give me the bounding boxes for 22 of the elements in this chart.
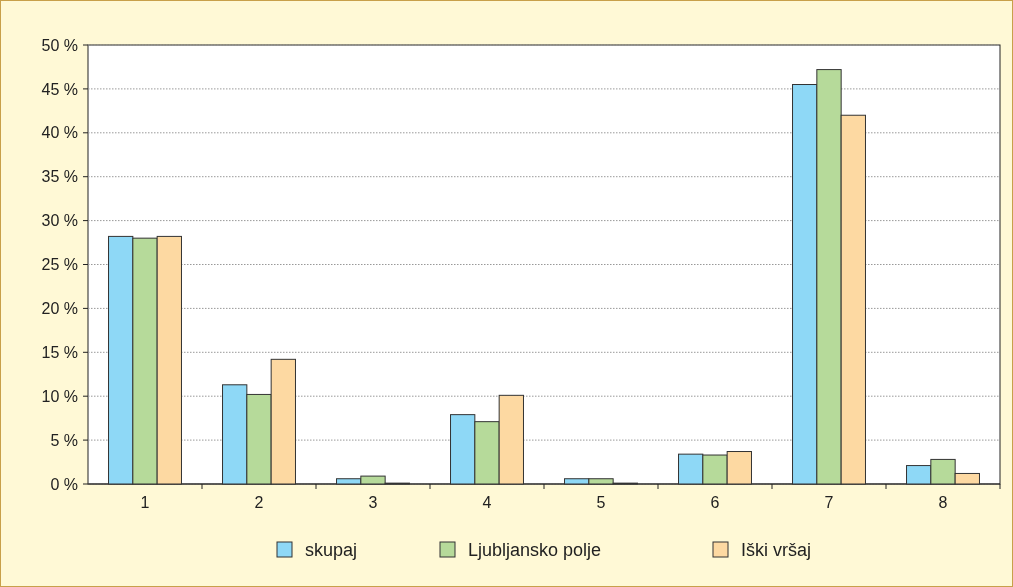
x-tick-label: 6 bbox=[710, 494, 720, 511]
y-tick-label: 10 % bbox=[41, 387, 78, 405]
x-tick-label: 3 bbox=[368, 494, 378, 511]
legend-label: skupaj bbox=[305, 540, 358, 561]
x-tick-label: 2 bbox=[254, 494, 264, 511]
y-tick-label: 0 % bbox=[50, 475, 78, 493]
y-tick-label: 35 % bbox=[41, 168, 78, 186]
x-tick-label: 5 bbox=[596, 494, 606, 511]
legend-label: Ljubljansko polje bbox=[468, 540, 602, 561]
y-tick-label: 45 % bbox=[41, 80, 78, 98]
x-tick-label: 8 bbox=[938, 494, 948, 511]
y-tick-label: 30 % bbox=[41, 212, 78, 230]
legend-label: Iški vršaj bbox=[741, 540, 812, 561]
x-tick-label: 1 bbox=[140, 494, 150, 511]
y-tick-label: 5 % bbox=[50, 431, 78, 449]
y-tick-label: 50 % bbox=[41, 36, 78, 54]
y-tick-label: 20 % bbox=[41, 300, 78, 317]
y-tick-label: 40 % bbox=[41, 124, 78, 142]
x-tick-label: 4 bbox=[482, 494, 492, 511]
y-tick-label: 25 % bbox=[41, 256, 78, 274]
y-tick-label: 15 % bbox=[41, 343, 78, 361]
x-tick-label: 7 bbox=[824, 494, 834, 511]
